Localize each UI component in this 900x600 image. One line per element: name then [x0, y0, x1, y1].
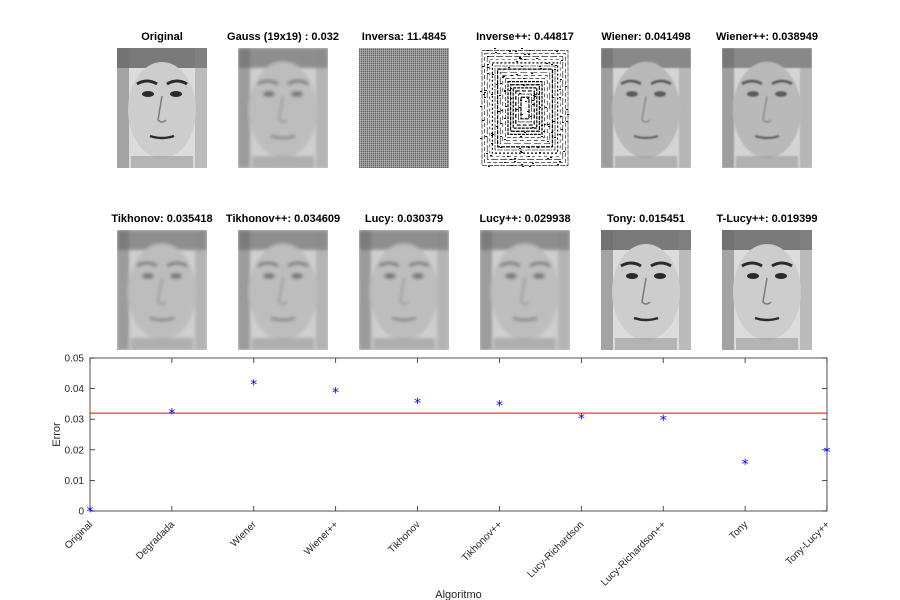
y-tick-label: 0	[78, 507, 84, 518]
panel-image	[238, 230, 328, 350]
x-tick-label: Original	[63, 519, 95, 551]
panel-title: Gauss (19x19) : 0.032	[227, 31, 339, 43]
panel-title: Wiener: 0.041498	[601, 31, 691, 43]
data-point: *	[414, 396, 421, 412]
panel-image	[480, 48, 570, 168]
data-point: *	[824, 445, 831, 461]
panel-title: Tikhonov++: 0.034609	[225, 213, 341, 225]
panel-title: Lucy: 0.030379	[364, 213, 444, 225]
panel-title: Lucy++: 0.029938	[479, 213, 571, 225]
panel-image	[480, 230, 570, 350]
data-points: * * * * * * * * * *	[87, 378, 831, 521]
data-point: *	[168, 407, 175, 423]
y-tick-label: 0.04	[65, 384, 85, 395]
data-point: *	[742, 457, 749, 473]
y-tick-label: 0.03	[65, 415, 85, 426]
panel-image	[238, 48, 328, 168]
x-tick-label: Tony	[728, 519, 751, 542]
x-tick-label: Wiener	[229, 519, 260, 550]
data-point: *	[332, 385, 339, 401]
panel-title: Inverse++: 0.44817	[476, 31, 574, 43]
x-tick-label: Lucy-Richardson	[526, 519, 587, 580]
x-tick-label: Lucy-Richardson++	[599, 519, 668, 588]
data-point: *	[250, 378, 257, 394]
panel-image	[117, 48, 207, 168]
panel-image	[359, 230, 449, 350]
x-tick-label: Degradada	[134, 519, 177, 562]
panel-title: Wiener++: 0.038949	[715, 31, 819, 43]
panel-image	[722, 230, 812, 350]
panel-title: Inversa: 11.4845	[361, 31, 447, 43]
y-tick-label: 0.02	[65, 445, 85, 456]
panel-title: T-Lucy++: 0.019399	[716, 213, 818, 225]
x-tick-label: Tikhonov	[386, 519, 422, 555]
x-tick-label: Wiener++	[302, 519, 341, 558]
panel-title: Tikhonov: 0.035418	[111, 213, 213, 225]
data-point: *	[578, 412, 585, 428]
data-point: *	[660, 413, 667, 429]
panel-title: Tony: 0.015451	[606, 213, 686, 225]
y-tick-label: 0.01	[65, 476, 85, 487]
chart-axes	[89, 357, 828, 512]
x-axis-label: Algoritmo	[435, 589, 481, 600]
x-tick-label: Tony-Lucy++	[784, 519, 832, 567]
plot-box	[89, 357, 828, 512]
y-axis-label: Error	[51, 422, 63, 447]
y-ticks: 0 0.01 0.02 0.03 0.04 0.05	[65, 354, 827, 518]
panel-image	[117, 230, 207, 350]
x-tick-label: Tikhonov++	[460, 519, 505, 564]
data-point: *	[87, 505, 94, 521]
data-point: *	[496, 399, 503, 415]
panel-image	[601, 230, 691, 350]
panel-image	[359, 48, 449, 168]
y-tick-label: 0.05	[65, 354, 85, 365]
panel-image	[722, 48, 812, 168]
panel-title: Original	[141, 31, 183, 43]
panel-image	[601, 48, 691, 168]
